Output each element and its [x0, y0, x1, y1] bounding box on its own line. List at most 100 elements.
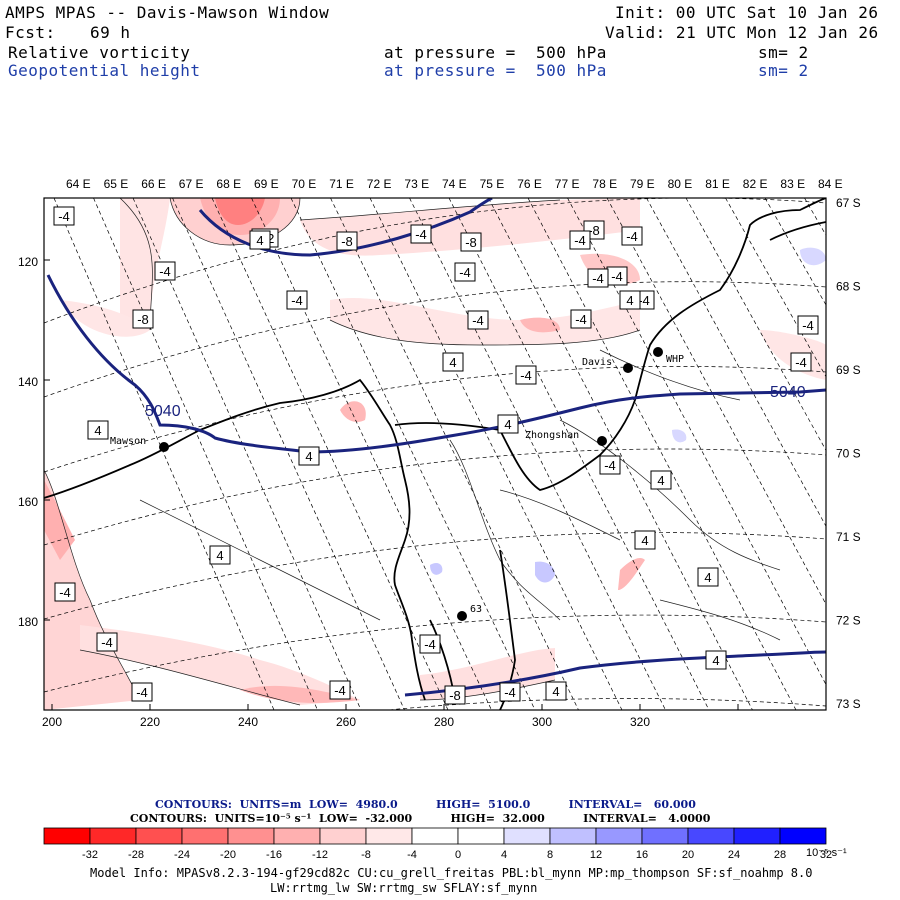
vort-contour-interval: INTERVAL= 4.0000	[583, 812, 711, 825]
colorbar-tick-label: 0	[455, 849, 461, 861]
vorticity-label-box: 4	[298, 446, 320, 466]
longitude-label: 80 E	[668, 177, 693, 191]
station-label-whp: WHP	[666, 354, 684, 365]
y-grid-label: 160	[18, 495, 38, 509]
x-grid-label: 220	[140, 715, 160, 729]
vorticity-label-box: -4	[53, 206, 75, 226]
vorticity-label-box: -4	[587, 268, 609, 288]
vorticity-label-box: -4	[54, 582, 76, 602]
map-frame	[43, 197, 827, 711]
vorticity-label-box: 4	[650, 470, 672, 490]
svg-text:-8: -8	[341, 234, 353, 249]
colorbar-cell	[411, 827, 459, 845]
valid-time: Valid: 21 UTC Mon 12 Jan 26	[605, 23, 879, 42]
longitude-label: 78 E	[592, 177, 617, 191]
map-title: AMPS MPAS -- Davis-Mawson Window	[5, 3, 330, 22]
vorticity-label-box: 4	[209, 545, 231, 565]
colorbar-tick-label: 8	[547, 849, 553, 861]
vorticity-contour-labels: -4-12-8-4-8-8-4-4-4-4-8-4-4-4-4-44-4-444…	[53, 206, 819, 705]
colorbar-tick-label: 12	[590, 849, 602, 861]
svg-text:-4: -4	[638, 293, 650, 308]
svg-text:-4: -4	[802, 318, 814, 333]
latitude-label: 68 S	[836, 280, 861, 294]
forecast-hour: 69 h	[90, 23, 131, 42]
longitude-label: 79 E	[630, 177, 655, 191]
latitude-labels: 67 S 68 S 69 S 70 S 71 S 72 S 73 S	[836, 196, 861, 711]
vorticity-label-box: -8	[444, 685, 466, 705]
colorbar-cell	[549, 827, 597, 845]
colorbar-cell	[43, 827, 91, 845]
vort-contour-prefix: CONTOURS:	[130, 812, 207, 825]
colorbar-cell	[779, 827, 827, 845]
latitude-label: 69 S	[836, 363, 861, 377]
station-marker-mawson	[159, 442, 169, 452]
x-grid-label: 320	[630, 715, 650, 729]
height-contour-interval: INTERVAL= 60.000	[568, 798, 696, 811]
colorbar-cell	[457, 827, 505, 845]
svg-text:-4: -4	[611, 269, 623, 284]
colorbar-tick-label: 32	[820, 849, 832, 861]
svg-text:-4: -4	[604, 458, 616, 473]
x-grid-label: 280	[434, 715, 454, 729]
field-1-name: Relative vorticity	[8, 43, 191, 62]
field-1-smoothing: sm= 2	[758, 43, 809, 62]
longitude-label: 83 E	[780, 177, 805, 191]
colorbar-cell	[641, 827, 689, 845]
vorticity-label-box: -4	[419, 634, 441, 654]
vorticity-label-box: 4	[545, 681, 567, 701]
x-grid-label: 240	[238, 715, 258, 729]
height-label-east: 5040	[770, 384, 806, 401]
vorticity-label-box: -4	[467, 310, 489, 330]
colorbar-tick-label: -16	[266, 849, 282, 861]
colorbar-tick-label: 4	[501, 849, 507, 861]
svg-text:4: 4	[449, 355, 456, 370]
longitude-label: 71 E	[329, 177, 354, 191]
vorticity-label-box: -8	[336, 231, 358, 251]
svg-text:4: 4	[94, 423, 101, 438]
x-grid-labels: 200 220 240 260 280 300 320	[42, 715, 650, 729]
svg-text:4: 4	[704, 570, 711, 585]
colorbar-tick-label: 20	[682, 849, 694, 861]
vorticity-label-box: 4	[619, 290, 641, 310]
station-label-mawson: Mawson	[110, 436, 146, 447]
height-contour-high: HIGH= 5100.0	[435, 798, 531, 811]
longitude-label: 81 E	[705, 177, 730, 191]
vort-contour-units: UNITS=10⁻⁵ s⁻¹	[214, 812, 312, 825]
svg-text:4: 4	[504, 417, 511, 432]
vorticity-label-box: -4	[797, 315, 819, 335]
longitude-label: 69 E	[254, 177, 279, 191]
vorticity-label-box: -4	[599, 455, 621, 475]
colorbar-cell	[365, 827, 413, 845]
vorticity-label-box: -4	[606, 266, 628, 286]
vorticity-label-box: -4	[454, 262, 476, 282]
height-contour-low: LOW= 4980.0	[309, 798, 398, 811]
svg-text:-4: -4	[459, 265, 471, 280]
longitude-label: 67 E	[179, 177, 204, 191]
vorticity-label-box: 4	[497, 414, 519, 434]
field-2-level: at pressure = 500 hPa	[384, 61, 607, 80]
map-panel: 5040 5040 -4-12-8-4-8-8-4-4-4-4-8-4-4-4-…	[18, 177, 861, 729]
svg-text:-4: -4	[136, 685, 148, 700]
colorbar-tick-label: -32	[82, 849, 98, 861]
colorbar-cell	[595, 827, 643, 845]
colorbar-tick-label: -20	[220, 849, 236, 861]
vorticity-label-box: -4	[570, 309, 592, 329]
svg-text:-4: -4	[626, 229, 638, 244]
colorbar-tick-label: -8	[361, 849, 371, 861]
vorticity-label-box: -8	[460, 232, 482, 252]
longitude-label: 64 E	[66, 177, 91, 191]
latitude-label: 73 S	[836, 697, 861, 711]
svg-text:-8: -8	[588, 223, 600, 238]
height-contour-info: CONTOURS: UNITS=m LOW= 4980.0 HIGH= 5100…	[155, 798, 696, 811]
svg-text:-4: -4	[159, 264, 171, 279]
coastline	[44, 198, 826, 710]
svg-text:-4: -4	[592, 271, 604, 286]
svg-text:-8: -8	[137, 312, 149, 327]
vorticity-label-box: 4	[87, 420, 109, 440]
svg-text:-4: -4	[504, 685, 516, 700]
colorbar-tick-label: -28	[128, 849, 144, 861]
vorticity-label-box: -4	[286, 290, 308, 310]
svg-text:-8: -8	[449, 688, 461, 703]
vorticity-label-box: -4	[329, 680, 351, 700]
longitude-label: 68 E	[216, 177, 241, 191]
